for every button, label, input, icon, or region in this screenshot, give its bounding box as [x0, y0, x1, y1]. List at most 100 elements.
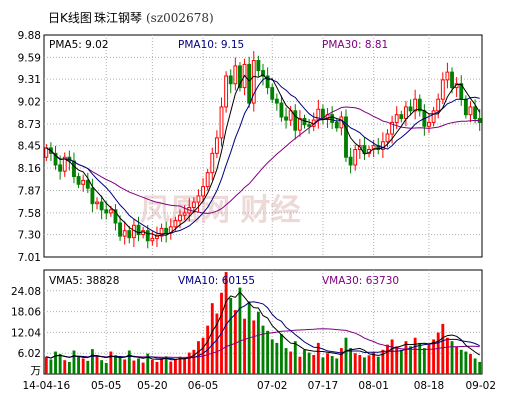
legend-entry-pma5: PMA5: 9.02 [49, 39, 109, 51]
pma5-line [46, 74, 481, 237]
date-tick-label: 06-05 [188, 380, 219, 392]
legend-label: PMA10 [178, 39, 214, 51]
volume-tick-label: 6.02 [18, 348, 41, 360]
candle-up [385, 133, 390, 143]
legend-entry-vma10: VMA10: 60155 [178, 275, 255, 287]
candle-down [330, 114, 335, 123]
volume-bar [215, 313, 219, 374]
volume-bar [169, 361, 173, 374]
candle-up [380, 141, 385, 150]
volume-bar [44, 356, 48, 374]
date-axis: 14-04-16 05-05 05-20 06-05 07-02 07-17 08-01 08… [22, 380, 496, 392]
candle-up [108, 209, 113, 214]
volume-bar [270, 339, 274, 374]
price-tick-label: 7.87 [18, 185, 41, 197]
volume-bar [307, 352, 311, 374]
volume-bar [399, 349, 403, 374]
volume-bar [344, 337, 348, 374]
candle-down [293, 110, 298, 131]
candle-up [353, 148, 358, 166]
candle-down [113, 209, 118, 224]
legend-label: VMA30 [322, 275, 359, 287]
candle-down [90, 187, 95, 205]
candle-down [348, 156, 353, 166]
volume-bar [427, 344, 431, 374]
candle-up [436, 98, 441, 112]
candle-down [344, 116, 348, 158]
legend-label: PMA30 [322, 39, 358, 51]
volume-bar [229, 297, 233, 374]
volume-bar [372, 352, 376, 374]
candle-down [53, 152, 58, 166]
volume-bar [455, 346, 459, 374]
date-tick-label: 08-18 [414, 380, 445, 392]
volume-bar [289, 351, 293, 374]
candle-up [62, 156, 67, 172]
candle-down [334, 121, 339, 129]
candle-up [191, 201, 196, 208]
candle-up [403, 106, 408, 120]
candle-down [261, 70, 265, 77]
volume-bar [335, 358, 339, 374]
date-tick-label: 07-17 [308, 380, 339, 392]
price-tick-label: 7.01 [18, 252, 41, 264]
candle-up [224, 75, 229, 108]
candle-down [247, 63, 252, 104]
volume-bar [95, 354, 99, 374]
candle-up [44, 147, 49, 158]
candle-down [274, 98, 279, 104]
volume-bar [432, 339, 436, 374]
candle-up [81, 179, 86, 185]
candle-down [99, 201, 104, 211]
pma10-line [46, 76, 480, 235]
volume-bar [49, 359, 53, 374]
candle-down [164, 227, 169, 234]
volume-bar [132, 360, 136, 374]
volume-bar [321, 357, 325, 374]
volume-bar [164, 356, 168, 374]
volume-bar [72, 350, 76, 374]
price-legend: PMA5: 9.02 PMA10: 9.15 PMA30: 8.81 [49, 39, 388, 51]
candle-down [399, 114, 404, 120]
volume-bar [353, 353, 357, 374]
legend-value: 8.81 [365, 39, 388, 51]
volume-bar [339, 348, 343, 374]
candle-down [270, 87, 275, 100]
volume-bar [436, 332, 440, 374]
volume-bar [464, 351, 468, 374]
candle-down [228, 75, 233, 85]
volume-bar [413, 337, 417, 374]
candle-up [468, 106, 473, 116]
volume-bar [104, 362, 108, 374]
date-tick-label: 05-05 [91, 380, 122, 392]
date-tick-label: 09-02 [465, 380, 496, 392]
candle-up [122, 230, 127, 237]
candle-up [445, 71, 450, 81]
volume-bar [173, 359, 177, 374]
price-axis: 9.88 9.59 9.31 9.02 8.73 8.45 8.16 7.87 7.58 7.30… [18, 30, 42, 264]
candle-up [95, 201, 99, 205]
legend-entry-pma10: PMA10: 9.15 [178, 39, 244, 51]
volume-bar [293, 341, 297, 374]
candle-up [288, 110, 293, 121]
price-tick-label: 9.88 [18, 30, 41, 42]
candle-up [210, 152, 215, 174]
candle-down [321, 108, 325, 120]
chart-title: 日K线图 [48, 11, 92, 25]
stock-name: 珠江钢琴 [94, 11, 142, 25]
candle-down [72, 160, 76, 178]
volume-bar [298, 356, 302, 374]
volume-bar [123, 359, 127, 374]
volume-bar [284, 348, 288, 374]
volume-bar [381, 349, 385, 374]
legend-value: 38828 [86, 275, 119, 287]
volume-bar [67, 361, 71, 374]
candle-up [196, 195, 201, 203]
candle-up [431, 110, 436, 123]
volume-legend: VMA5: 38828 VMA10: 60155 VMA30: 63730 [49, 275, 399, 287]
volume-tick-label: 18.06 [11, 307, 41, 319]
candle-down [279, 102, 284, 118]
legend-value: 9.02 [85, 39, 108, 51]
volume-bar [312, 354, 316, 374]
volume-bar [54, 351, 57, 374]
